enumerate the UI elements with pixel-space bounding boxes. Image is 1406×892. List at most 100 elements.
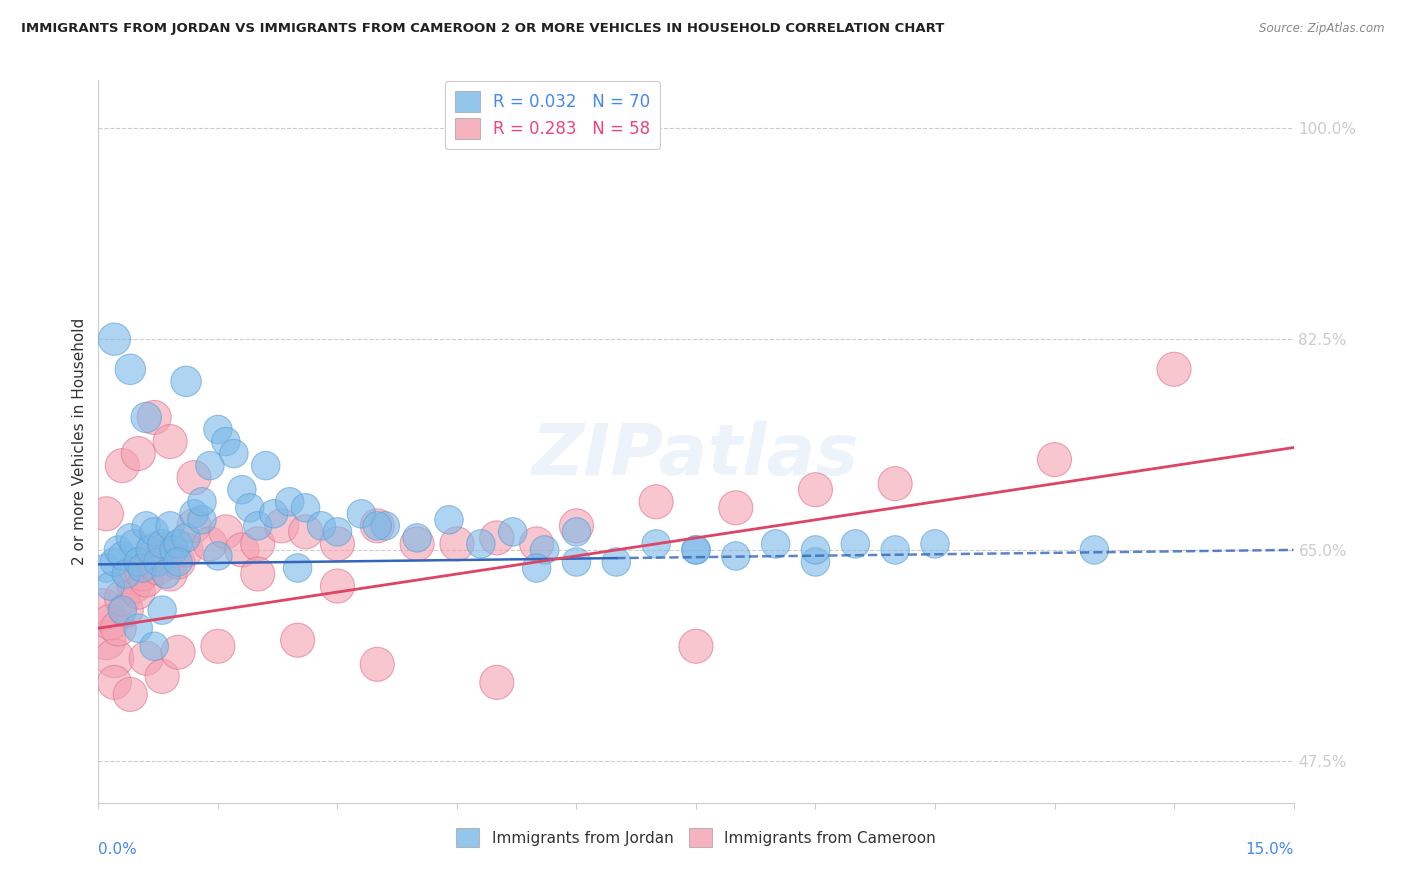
Point bbox=[645, 494, 668, 508]
Point bbox=[174, 531, 197, 545]
Point bbox=[103, 675, 125, 690]
Point bbox=[120, 567, 142, 582]
Point bbox=[246, 537, 269, 551]
Point bbox=[120, 362, 142, 376]
Point bbox=[222, 446, 245, 460]
Point bbox=[565, 524, 588, 539]
Point bbox=[148, 561, 170, 575]
Point bbox=[502, 524, 524, 539]
Point bbox=[270, 519, 292, 533]
Point bbox=[96, 561, 118, 575]
Point bbox=[111, 603, 134, 617]
Point bbox=[91, 603, 114, 617]
Point bbox=[115, 603, 138, 617]
Point bbox=[111, 549, 134, 563]
Point bbox=[231, 542, 253, 557]
Point bbox=[174, 375, 197, 389]
Text: 0.0%: 0.0% bbox=[98, 842, 138, 856]
Point bbox=[150, 549, 173, 563]
Point bbox=[366, 519, 388, 533]
Point bbox=[924, 537, 946, 551]
Point bbox=[139, 555, 162, 569]
Point bbox=[150, 603, 173, 617]
Point bbox=[533, 542, 555, 557]
Point bbox=[191, 494, 214, 508]
Point bbox=[485, 675, 508, 690]
Point bbox=[120, 531, 142, 545]
Point bbox=[159, 519, 181, 533]
Point bbox=[96, 507, 118, 521]
Point bbox=[150, 669, 173, 683]
Text: ZIPatlas: ZIPatlas bbox=[533, 422, 859, 491]
Point bbox=[148, 555, 170, 569]
Point bbox=[98, 615, 122, 630]
Point bbox=[287, 633, 309, 648]
Point bbox=[1163, 362, 1185, 376]
Point bbox=[884, 542, 907, 557]
Point bbox=[135, 410, 157, 425]
Point bbox=[103, 332, 125, 346]
Point bbox=[406, 531, 429, 545]
Point bbox=[263, 507, 285, 521]
Point bbox=[685, 542, 707, 557]
Point bbox=[605, 555, 627, 569]
Point bbox=[183, 519, 205, 533]
Point bbox=[565, 555, 588, 569]
Point bbox=[127, 621, 149, 635]
Point bbox=[120, 687, 142, 701]
Point bbox=[724, 549, 747, 563]
Point bbox=[565, 519, 588, 533]
Point bbox=[198, 537, 221, 551]
Point bbox=[844, 537, 866, 551]
Point bbox=[804, 555, 827, 569]
Point bbox=[103, 555, 125, 569]
Text: Source: ZipAtlas.com: Source: ZipAtlas.com bbox=[1260, 22, 1385, 36]
Point bbox=[135, 519, 157, 533]
Point bbox=[174, 542, 197, 557]
Point bbox=[804, 542, 827, 557]
Point bbox=[884, 476, 907, 491]
Point bbox=[685, 639, 707, 653]
Point bbox=[326, 579, 349, 593]
Point bbox=[207, 639, 229, 653]
Point bbox=[765, 537, 787, 551]
Point bbox=[150, 537, 173, 551]
Point bbox=[167, 645, 190, 659]
Point bbox=[724, 500, 747, 515]
Point bbox=[485, 531, 508, 545]
Y-axis label: 2 or more Vehicles in Household: 2 or more Vehicles in Household bbox=[72, 318, 87, 566]
Point bbox=[115, 567, 138, 582]
Point bbox=[231, 483, 253, 497]
Point bbox=[437, 513, 460, 527]
Point bbox=[135, 573, 157, 587]
Point bbox=[155, 542, 177, 557]
Point bbox=[239, 500, 262, 515]
Point bbox=[131, 561, 153, 575]
Point bbox=[326, 524, 349, 539]
Point bbox=[294, 500, 316, 515]
Point bbox=[139, 542, 162, 557]
Point bbox=[167, 555, 190, 569]
Point bbox=[326, 537, 349, 551]
Point bbox=[98, 579, 122, 593]
Legend: Immigrants from Jordan, Immigrants from Cameroon: Immigrants from Jordan, Immigrants from … bbox=[450, 822, 942, 853]
Point bbox=[127, 555, 149, 569]
Point bbox=[366, 519, 388, 533]
Point bbox=[215, 434, 238, 449]
Point bbox=[191, 513, 214, 527]
Point bbox=[287, 561, 309, 575]
Point bbox=[446, 537, 468, 551]
Point bbox=[366, 657, 388, 672]
Point bbox=[143, 410, 166, 425]
Point bbox=[526, 537, 548, 551]
Point bbox=[645, 537, 668, 551]
Point bbox=[111, 458, 134, 473]
Point bbox=[167, 555, 190, 569]
Point bbox=[127, 585, 149, 599]
Point bbox=[183, 507, 205, 521]
Point bbox=[124, 537, 146, 551]
Point bbox=[155, 567, 177, 582]
Point bbox=[135, 651, 157, 665]
Point bbox=[96, 633, 118, 648]
Point bbox=[167, 537, 190, 551]
